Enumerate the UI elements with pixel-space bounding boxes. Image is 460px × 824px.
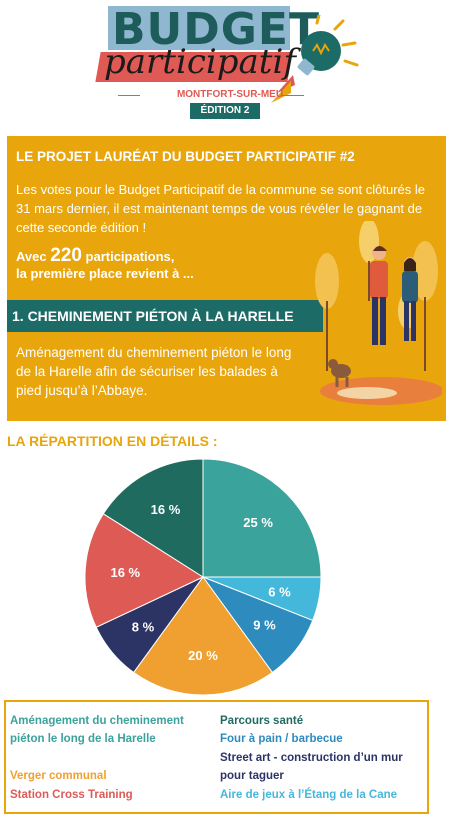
pie-slice-label: 16 % [110,565,140,580]
logo-budget-block: BUDGET [108,4,319,55]
legend-item-parcours-sante: Parcours santé [220,715,304,727]
logo-participatif-text: participatif [104,42,296,82]
repartition-pie-chart: 25 % 6 % 9 % 20 % 8 % 16 % 16 % [84,458,322,696]
legend-item-verger: Verger communal [10,770,107,782]
count-suffix: participations, [81,249,175,264]
legend-item-aire-de-jeux: Aire de jeux à l’Étang de la Cane [220,789,398,801]
logo-budget-text: BUDGET [112,4,320,55]
count-prefix: Avec [16,249,51,264]
logo-line-right [282,95,304,96]
legend-item-street-art: Street art - construction d’un mur pour … [220,752,403,782]
pie-slice-label: 9 % [253,618,276,633]
edition-badge: ÉDITION 2 [190,103,260,119]
legend-item-four-a-pain: Four à pain / barbecue [220,733,343,745]
participations-text: Avec 220 participations, la première pla… [16,245,276,282]
lightbulb-rocket-icon [271,15,359,103]
laureat-panel: LE PROJET LAURÉAT DU BUDGET PARTICIPATIF… [7,136,446,421]
winner-banner: 1. CHEMINEMENT PIÉTON À LA HARELLE [7,300,323,332]
pie-slice-label: 16 % [151,502,181,517]
logo-line-left [118,95,140,96]
legend-item-harelle: Aménagement du cheminement piéton le lon… [10,715,184,745]
pie-slice [84,513,205,628]
pie-slice [102,458,204,578]
pie-slice-label: 8 % [132,620,155,635]
winner-description: Aménagement du cheminement piéton le lon… [16,345,292,398]
laureat-text: Les votes pour le Budget Participatif de… [16,182,425,235]
participation-count: 220 [50,245,82,266]
budget-participatif-logo: BUDGET participatif MONTFORT-SUR-MEU ÉDI… [0,0,460,125]
laureat-title: LE PROJET LAURÉAT DU BUDGET PARTICIPATIF… [16,149,355,164]
pie-slice [132,576,274,696]
pie-slice-label: 25 % [243,515,273,530]
legend-item-cross-training: Station Cross Training [10,789,133,801]
count-line2: la première place revient à ... [16,266,194,281]
walking-couple-illustration [315,221,442,405]
chart-legend: Aménagement du cheminement piéton le lon… [4,700,429,814]
pie-slice [202,458,322,578]
pie-slice-label: 20 % [188,648,218,663]
logo-city-text: MONTFORT-SUR-MEU [176,89,284,100]
details-title: LA RÉPARTITION EN DÉTAILS : [7,433,218,449]
pie-slice-label: 6 % [268,585,291,600]
